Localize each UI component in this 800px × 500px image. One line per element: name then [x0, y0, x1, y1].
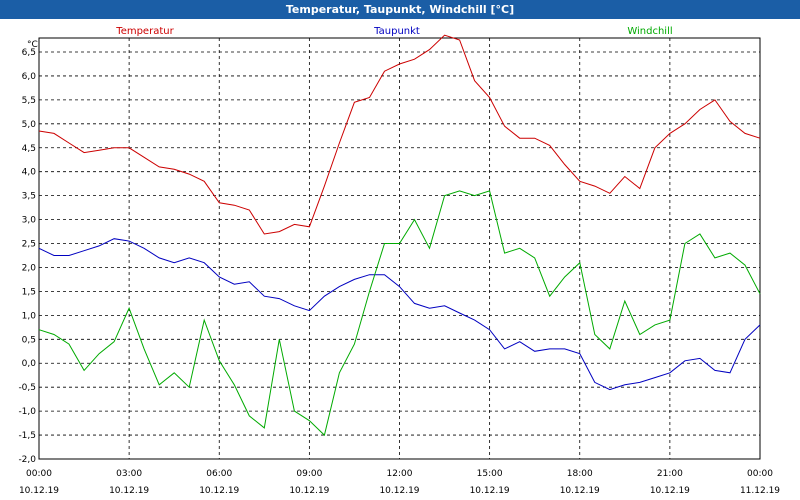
y-tick-label: 3,5 — [22, 192, 36, 202]
y-tick-label: -2,0 — [18, 455, 36, 465]
y-tick-label: 1,5 — [22, 287, 36, 297]
chart-legend: Temperatur Taupunkt Windchill — [115, 26, 672, 37]
y-tick-label: 6,5 — [22, 48, 36, 58]
x-tick-date: 11.12.19 — [740, 486, 780, 496]
x-tick-date: 10.12.19 — [289, 486, 329, 496]
x-tick-date: 10.12.19 — [560, 486, 600, 496]
y-tick-label: -0,5 — [18, 383, 36, 393]
x-tick-time: 06:00 — [206, 469, 232, 479]
series-line-temperatur — [38, 34, 761, 235]
x-tick-date: 10.12.19 — [379, 486, 419, 496]
x-tick-time: 12:00 — [387, 469, 413, 479]
series-line-windchill — [38, 190, 761, 437]
x-tick-time: 09:00 — [296, 469, 322, 479]
y-tick-label: 5,5 — [22, 96, 36, 106]
y-tick-label: 6,0 — [22, 72, 37, 82]
y-tick-label: 0,5 — [22, 335, 36, 345]
y-tick-label: 2,5 — [22, 240, 36, 250]
legend-item-windchill: Windchill — [627, 26, 672, 37]
y-tick-label: 0,0 — [22, 359, 37, 369]
y-tick-label: -1,0 — [18, 407, 36, 417]
x-tick-date: 10.12.19 — [19, 486, 59, 496]
y-tick-label: 3,0 — [22, 216, 37, 226]
chart-grid — [39, 38, 760, 460]
x-tick-date: 10.12.19 — [470, 486, 510, 496]
series-line-taupunkt — [38, 238, 761, 391]
y-tick-label: 4,0 — [22, 168, 37, 178]
x-tick-date: 10.12.19 — [199, 486, 239, 496]
y-axis-ticks: 6,5 6,0 5,5 5,0 4,5 4,0 3,5 3,0 2,5 2,0 1,5 1,0 0,5 0… — [18, 48, 36, 465]
y-axis-unit: °C — [27, 40, 38, 50]
x-tick-time: 15:00 — [477, 469, 503, 479]
y-tick-label: 5,0 — [22, 120, 37, 130]
y-tick-label: -1,5 — [18, 431, 36, 441]
y-tick-label: 1,0 — [22, 311, 37, 321]
window-title: Temperatur, Taupunkt, Windchill [°C] — [0, 0, 800, 19]
x-tick-time: 00:00 — [747, 469, 773, 479]
y-tick-label: 4,5 — [22, 144, 36, 154]
x-tick-date: 10.12.19 — [109, 486, 149, 496]
x-tick-time: 00:00 — [26, 469, 52, 479]
legend-item-taupunkt: Taupunkt — [373, 26, 420, 37]
x-tick-time: 03:00 — [116, 469, 142, 479]
x-axis-ticks: 00:00 10.12.19 03:00 10.12.19 06:00 10.12.19 0… — [19, 469, 780, 496]
y-tick-label: 2,0 — [22, 263, 37, 273]
x-tick-time: 18:00 — [567, 469, 593, 479]
x-tick-date: 10.12.19 — [650, 486, 690, 496]
series-layer — [38, 34, 761, 437]
legend-item-temperatur: Temperatur — [115, 26, 174, 37]
x-tick-time: 21:00 — [657, 469, 683, 479]
